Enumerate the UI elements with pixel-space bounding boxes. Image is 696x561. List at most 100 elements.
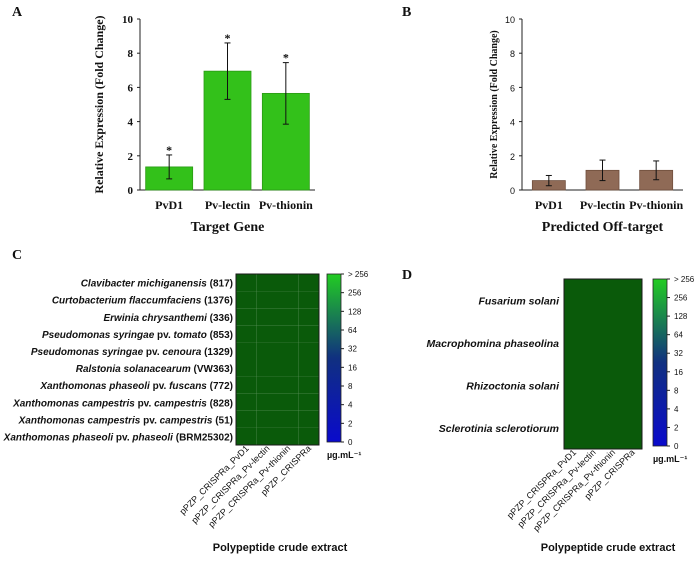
row-label-part: Xanthomonas campestris <box>12 398 135 409</box>
x-axis-title: Target Gene <box>191 220 265 235</box>
heatmap-cell: > 256 <box>603 321 623 364</box>
significance-marker: * <box>283 51 289 65</box>
heatmap-cell: > 256 <box>277 359 299 377</box>
row-label-part: (772) <box>207 381 233 392</box>
row-label: Pseudomonas syringae pv. tomato (853) <box>42 330 233 341</box>
row-label-part: Pseudomonas syringae <box>42 330 155 341</box>
heatmap-cell: > 256 <box>236 325 257 343</box>
heatmap-border <box>235 273 320 446</box>
heatmap-cell: > 256 <box>564 364 584 407</box>
row-label-part: pv. <box>143 347 162 358</box>
colorbar-tick-label: > 256 <box>674 275 695 284</box>
x-tick-label: Pv-lectin <box>205 198 251 212</box>
colorbar <box>326 273 342 443</box>
colorbar-tick-label: 0 <box>348 438 353 447</box>
row-label: Rhizoctonia solani <box>466 380 560 392</box>
heatmap-cell: > 256 <box>256 291 278 309</box>
y-tick-label: 8 <box>128 48 134 60</box>
colorbar <box>652 278 668 447</box>
significance-marker: * <box>166 143 172 157</box>
row-label-part: (1329) <box>201 347 233 358</box>
heatmap-cell: > 256 <box>256 359 278 377</box>
heatmap-cell: > 256 <box>236 393 257 411</box>
colorbar-unit: µg.mL⁻¹ <box>327 450 361 460</box>
heatmap-cell: > 256 <box>564 321 584 364</box>
colorbar-tick-label: 16 <box>674 368 683 377</box>
row-label: Ralstonia solanacearum (VW363) <box>76 364 233 375</box>
row-label: Xanthomonas campestris pv. campestris (5… <box>18 415 233 426</box>
colorbar-tick-label: 2 <box>348 419 353 428</box>
row-label: Pseudomonas syringae pv. cenoura (1329) <box>31 347 233 358</box>
heatmap-fungi: Fusarium solani Macrophomina phaseolina Rh… <box>427 275 695 554</box>
row-label: Xanthomonas phaseoli pv. phaseoli (BRM25… <box>3 432 233 443</box>
row-label-part: Clavibacter michiganensis <box>81 279 208 290</box>
heatmap-cell: > 256 <box>622 321 642 364</box>
heatmap-cell: > 256 <box>277 308 299 326</box>
bar-chart-off-target: 0 2 4 6 8 10 PvD1 Pv-lectin Pv-thionin Predicted … <box>489 15 683 235</box>
x-axis-title: Polypeptide crude extract <box>213 542 348 554</box>
row-label-part: Sclerotinia sclerotiorum <box>439 423 559 435</box>
row-label-part: Pseudomonas syringae <box>31 347 144 358</box>
y-axis-title: Relative Expression (Fold Change) <box>92 15 106 193</box>
row-label: Clavibacter michiganensis (817) <box>81 279 233 290</box>
heatmap-cell: > 256 <box>564 279 584 322</box>
y-tick-label: 4 <box>128 117 134 129</box>
heatmap-cell: > 256 <box>236 410 257 428</box>
heatmap-cell: > 256 <box>298 410 319 428</box>
heatmap-border <box>563 278 643 450</box>
row-label: Fusarium solani <box>478 295 560 307</box>
heatmap-cell: > 256 <box>277 376 299 394</box>
column-label: pPZP_CRISPRa_Pv-thionin <box>206 443 292 529</box>
heatmap-cell: > 256 <box>277 274 299 292</box>
colorbar-tick-label: 64 <box>348 326 357 335</box>
colorbar-tick-label: 64 <box>674 331 683 340</box>
heatmap-cell: > 256 <box>603 279 623 322</box>
y-axis-title: Relative Expression (Fold Change) <box>489 30 500 178</box>
row-label-part: pv. <box>135 398 154 409</box>
y-tick-label: 0 <box>128 185 134 197</box>
colorbar-tick-label: 32 <box>674 349 683 358</box>
row-label-part: campestris <box>154 398 207 409</box>
x-tick-label: Pv-thionin <box>629 198 683 212</box>
heatmap-cell: > 256 <box>236 359 257 377</box>
column-label: pPZP_CRISPRa_Pv-thionin <box>531 447 617 533</box>
heatmap-cell: > 256 <box>277 410 299 428</box>
row-label-part: pv. <box>154 330 173 341</box>
heatmap-cell: > 256 <box>256 325 278 343</box>
y-tick-label: 6 <box>510 83 515 93</box>
significance-marker: * <box>225 31 231 45</box>
colorbar-tick-label: 256 <box>348 289 362 298</box>
row-label-part: tomato <box>174 330 207 341</box>
heatmap-cell: > 256 <box>298 274 319 292</box>
colorbar-tick-label: 4 <box>674 405 679 414</box>
heatmap-cell: > 256 <box>298 291 319 309</box>
heatmap-cell: > 256 <box>277 325 299 343</box>
row-label-part: Xanthomonas phaseoli <box>39 381 150 392</box>
row-label-part: pv. <box>140 415 159 426</box>
y-tick-label: 2 <box>510 152 515 162</box>
row-label-part: Xanthomonas campestris <box>18 415 141 426</box>
heatmap-cell: > 256 <box>256 393 278 411</box>
colorbar-tick-label: 8 <box>348 382 353 391</box>
x-tick-label: PvD1 <box>535 198 563 212</box>
colorbar-tick-label: 0 <box>674 442 679 451</box>
colorbar-tick-label: 16 <box>348 363 357 372</box>
colorbar-tick-label: 4 <box>348 401 353 410</box>
x-axis-title: Predicted Off-target <box>542 220 664 235</box>
heatmap-cell: > 256 <box>298 393 319 411</box>
y-tick-label: 8 <box>510 49 515 59</box>
heatmap-cell: > 256 <box>298 325 319 343</box>
colorbar-unit: µg.mL⁻¹ <box>653 454 687 464</box>
heatmap-cell: > 256 <box>256 342 278 360</box>
colorbar-tick-label: > 256 <box>348 270 369 279</box>
heatmap-cell: > 256 <box>256 427 278 445</box>
heatmap-cell: > 256 <box>622 279 642 322</box>
colorbar-tick-label: 128 <box>674 312 688 321</box>
row-label-part: (51) <box>212 415 233 426</box>
row-label-part: Ralstonia solanacearum <box>76 364 191 375</box>
row-label-part: cenoura <box>162 347 201 358</box>
colorbar-tick-label: 256 <box>674 294 688 303</box>
heatmap-cell: > 256 <box>583 279 603 322</box>
row-label-part: phaseoli <box>131 432 173 443</box>
row-label-part: (1376) <box>201 296 233 307</box>
